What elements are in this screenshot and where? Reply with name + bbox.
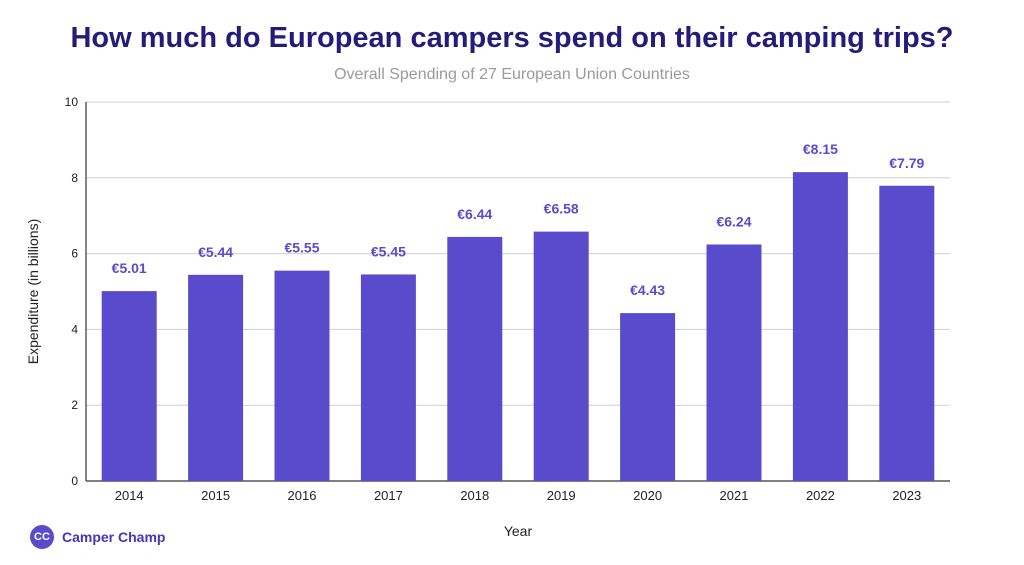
y-tick-label: 0 [71,474,78,488]
data-label: €8.15 [803,141,838,157]
data-label: €6.24 [716,214,751,230]
x-tick-label: 2016 [288,488,317,503]
brand-name: Camper Champ [62,529,166,545]
bar-2021 [706,244,762,481]
bar-2022 [792,172,848,482]
y-axis-title: Expenditure (in billions) [25,219,41,365]
x-axis-title: Year [504,523,533,539]
chart-subtitle: Overall Spending of 27 European Union Co… [334,66,690,83]
y-tick-label: 6 [71,247,78,261]
data-label: €5.01 [112,260,147,276]
x-tick-label: 2017 [374,488,403,503]
bar-2019 [533,231,589,481]
bar-2014 [101,291,157,481]
y-tick-label: 2 [71,398,78,412]
brand-footer: CC Camper Champ [30,525,165,549]
y-tick-label: 4 [71,322,78,336]
bar-2016 [274,270,330,481]
x-tick-label: 2020 [633,488,662,503]
chart-title: How much do European campers spend on th… [70,22,954,54]
x-tick-label: 2022 [806,488,835,503]
x-tick-label: 2015 [201,488,230,503]
bar-2017 [360,274,416,481]
camper-champ-logo-icon: CC [30,525,54,549]
x-tick-label: 2018 [460,488,489,503]
y-tick-label: 8 [71,171,78,185]
bar-2023 [879,185,935,481]
data-label: €7.79 [889,155,924,171]
x-tick-label: 2021 [720,488,749,503]
data-label: €5.45 [371,243,406,259]
y-tick-label: 10 [65,95,79,109]
data-label: €6.58 [544,201,579,217]
x-tick-label: 2023 [892,488,921,503]
x-tick-label: 2014 [115,488,144,503]
data-label: €6.44 [457,206,492,222]
data-label: €5.55 [284,240,319,256]
bar-2018 [447,236,503,481]
bar-2020 [620,313,676,481]
data-label: €5.44 [198,244,233,260]
x-tick-label: 2019 [547,488,576,503]
bar-2015 [188,274,244,481]
data-label: €4.43 [630,282,665,298]
